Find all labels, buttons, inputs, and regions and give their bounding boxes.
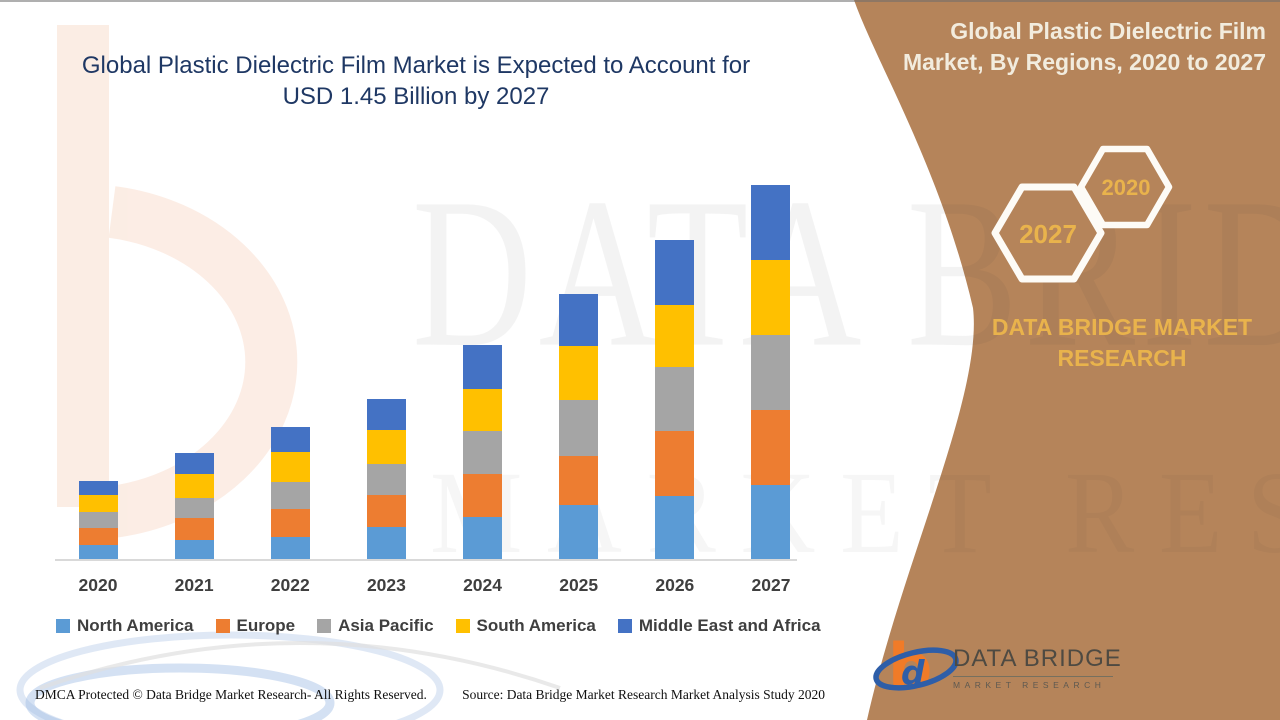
segment-south-america-2024 [463, 389, 503, 432]
legend-item-europe: Europe [215, 616, 296, 636]
legend-swatch-icon [455, 619, 470, 633]
panel-title-line1: Global Plastic Dielectric Film [950, 18, 1266, 44]
footer-dmca-text: DMCA Protected © Data Bridge Market Rese… [35, 687, 427, 702]
x-axis-label-2025: 2025 [559, 575, 599, 595]
segment-europe-2020 [78, 527, 118, 545]
segment-south-america-2027 [751, 260, 791, 335]
bar-2023 [366, 398, 406, 560]
legend-label: North America [77, 616, 194, 635]
bar-2022 [270, 427, 310, 560]
segment-middle-east-and-africa-2025 [559, 293, 599, 346]
segment-europe-2023 [366, 494, 406, 527]
legend-label: Middle East and Africa [638, 616, 821, 635]
segment-south-america-2021 [174, 474, 214, 499]
x-axis-label-2027: 2027 [751, 575, 791, 595]
hexagon-2027-label: 2027 [1019, 219, 1077, 249]
segment-north-america-2020 [78, 545, 118, 560]
segment-asia-pacific-2027 [751, 335, 791, 410]
legend-swatch-icon [215, 619, 230, 633]
chart-title: Global Plastic Dielectric Film Market is… [55, 50, 777, 112]
segment-europe-2026 [655, 431, 695, 497]
logo-subname: MARKET RESEARCH [953, 680, 1106, 690]
x-axis-label-2026: 2026 [655, 575, 695, 595]
segment-south-america-2025 [559, 345, 599, 400]
segment-asia-pacific-2023 [366, 463, 406, 495]
segment-asia-pacific-2022 [270, 482, 310, 510]
swoosh-watermark-icon [16, 631, 561, 720]
x-axis-label-2021: 2021 [174, 575, 214, 595]
brown-side-panel [854, 0, 1280, 720]
x-axis-label-2023: 2023 [366, 575, 406, 595]
x-axis-line [55, 559, 797, 561]
segment-south-america-2023 [366, 429, 406, 464]
segment-north-america-2022 [270, 536, 310, 560]
bar-2027 [751, 185, 791, 560]
segment-asia-pacific-2026 [655, 367, 695, 432]
segment-europe-2027 [751, 410, 791, 485]
logo-text: DATA BRIDGE MARKET RESEARCH [953, 645, 1121, 690]
segment-europe-2025 [559, 455, 599, 505]
x-axis-label-2024: 2024 [463, 575, 503, 595]
segment-north-america-2025 [559, 504, 599, 560]
segment-middle-east-and-africa-2024 [463, 345, 503, 390]
footer-source-text: Source: Data Bridge Market Research Mark… [462, 687, 825, 702]
segment-north-america-2026 [655, 496, 695, 560]
segment-middle-east-and-africa-2023 [366, 398, 406, 430]
segment-middle-east-and-africa-2027 [751, 185, 791, 260]
legend-label: South America [476, 616, 596, 635]
brand-text-line2: RESEARCH [1057, 345, 1187, 371]
legend-label: Europe [236, 616, 296, 635]
chart-title-line1: Global Plastic Dielectric Film Market is… [81, 52, 751, 79]
segment-asia-pacific-2020 [78, 511, 118, 528]
segment-asia-pacific-2024 [463, 431, 503, 475]
segment-asia-pacific-2021 [174, 498, 214, 519]
segment-europe-2021 [174, 518, 214, 541]
segment-middle-east-and-africa-2022 [270, 427, 310, 453]
legend-swatch-icon [317, 619, 332, 633]
segment-south-america-2022 [270, 452, 310, 483]
segment-middle-east-and-africa-2026 [655, 240, 695, 306]
brand-text-line1: DATA BRIDGE MARKET [991, 314, 1253, 340]
x-axis-label-2022: 2022 [270, 575, 310, 595]
x-axis-label-2020: 2020 [78, 575, 118, 595]
bar-2024 [463, 345, 503, 560]
segment-europe-2022 [270, 509, 310, 537]
panel-title: Global Plastic Dielectric Film Market, B… [886, 16, 1266, 78]
segment-north-america-2023 [366, 526, 406, 560]
bar-2021 [174, 453, 214, 560]
hexagon-2020-label: 2020 [1101, 175, 1151, 200]
logo-name: DATA BRIDGE [953, 645, 1121, 677]
legend-item-middle-east-and-africa: Middle East and Africa [617, 616, 821, 636]
bar-2026 [655, 240, 695, 560]
brand-text: DATA BRIDGE MARKET RESEARCH [986, 312, 1258, 374]
legend-item-north-america: North America [56, 616, 194, 636]
segment-north-america-2024 [463, 517, 503, 560]
legend-label: Asia Pacific [338, 616, 434, 635]
bar-2025 [559, 293, 599, 560]
segment-north-america-2027 [751, 485, 791, 560]
chart-title-line2: USD 1.45 Billion by 2027 [282, 83, 550, 110]
segment-south-america-2026 [655, 305, 695, 368]
segment-north-america-2021 [174, 540, 214, 560]
panel-title-line2: Market, By Regions, 2020 to 2027 [902, 49, 1266, 75]
footer: DMCA Protected © Data Bridge Market Rese… [35, 687, 825, 703]
segment-asia-pacific-2025 [559, 399, 599, 456]
bar-2020 [78, 480, 118, 560]
legend: North America Europe Asia Pacific South Ame… [56, 616, 821, 636]
segment-middle-east-and-africa-2020 [78, 480, 118, 495]
segment-south-america-2020 [78, 494, 118, 512]
legend-item-south-america: South America [455, 616, 596, 636]
legend-swatch-icon [617, 619, 632, 633]
legend-item-asia-pacific: Asia Pacific [317, 616, 434, 636]
legend-swatch-icon [56, 619, 70, 633]
segment-europe-2024 [463, 474, 503, 518]
segment-middle-east-and-africa-2021 [174, 453, 214, 475]
top-border [0, 0, 1280, 2]
